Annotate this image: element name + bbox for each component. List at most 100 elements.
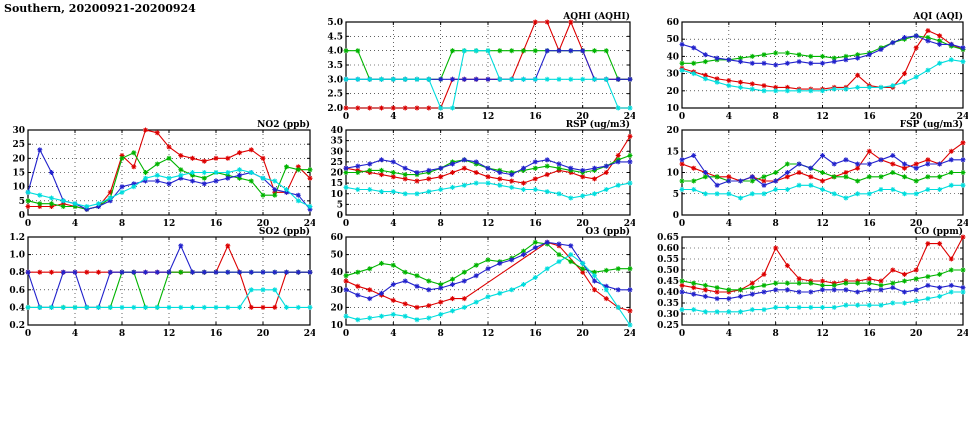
svg-text:0.30: 0.30 [657, 310, 679, 320]
svg-text:0: 0 [343, 219, 349, 229]
svg-text:12: 12 [482, 112, 495, 122]
chart-co: 0 4 8 12 16 20 24 0.25 0.30 0.35 0.40 0.45 0.50 0.55 0… [654, 225, 969, 340]
svg-text:0.55: 0.55 [657, 255, 679, 265]
svg-text:10: 10 [330, 321, 343, 331]
svg-text:24: 24 [957, 112, 968, 122]
svg-text:10: 10 [666, 169, 679, 179]
svg-text:12: 12 [816, 329, 829, 339]
svg-text:40: 40 [666, 52, 679, 62]
svg-text:0.60: 0.60 [657, 244, 679, 254]
svg-text:2.5: 2.5 [327, 90, 343, 100]
svg-text:SO2 (ppb): SO2 (ppb) [259, 226, 310, 237]
svg-text:8: 8 [438, 219, 444, 229]
svg-text:20: 20 [257, 329, 270, 339]
svg-text:O3 (ppb): O3 (ppb) [585, 226, 630, 237]
svg-text:5.0: 5.0 [327, 18, 343, 28]
chart-so2: 0 4 8 12 16 20 24 0.2 0.4 0.6 0.8 1.0 1.2 SO2 (ppb) [0, 225, 316, 340]
chart-no2: 0 4 8 12 16 20 24 0 5 10 15 20 25 30 NO2 (ppb) [0, 118, 316, 230]
svg-text:AQI (AQI): AQI (AQI) [912, 11, 963, 22]
svg-text:30: 30 [330, 286, 343, 296]
svg-text:24: 24 [304, 219, 315, 229]
svg-text:10: 10 [666, 104, 679, 114]
svg-text:0.45: 0.45 [657, 277, 679, 287]
svg-text:50: 50 [330, 251, 343, 261]
svg-text:30: 30 [330, 147, 343, 157]
svg-text:0: 0 [337, 211, 343, 221]
svg-text:0.25: 0.25 [657, 321, 679, 331]
svg-text:4: 4 [72, 329, 78, 339]
svg-text:0: 0 [25, 219, 31, 229]
svg-text:30: 30 [12, 126, 25, 136]
svg-text:12: 12 [482, 329, 495, 339]
svg-text:5: 5 [337, 200, 343, 210]
chart-canvas: 0 4 8 12 16 20 24 10 20 30 40 50 60 AQI (AQI) [666, 11, 969, 122]
svg-text:0: 0 [673, 211, 679, 221]
svg-text:0.8: 0.8 [9, 268, 25, 278]
svg-text:40: 40 [330, 268, 343, 278]
svg-text:4: 4 [726, 329, 732, 339]
svg-text:0.40: 0.40 [657, 288, 679, 298]
svg-text:0: 0 [679, 219, 685, 229]
chart-o3: 0 4 8 12 16 20 24 10 20 30 40 50 60 O3 (ppb) [318, 225, 636, 340]
svg-text:24: 24 [304, 329, 315, 339]
svg-text:AQHI (AQHI): AQHI (AQHI) [562, 11, 630, 22]
svg-text:16: 16 [863, 219, 876, 229]
svg-text:20: 20 [666, 87, 679, 97]
svg-text:4.0: 4.0 [327, 47, 343, 57]
svg-text:16: 16 [529, 329, 542, 339]
svg-text:0: 0 [679, 329, 685, 339]
svg-text:12: 12 [816, 112, 829, 122]
svg-text:2.0: 2.0 [327, 104, 343, 114]
chart-aqhi: 0 4 8 12 16 20 24 2.0 2.5 3.0 3.5 4.0 4.5 5.0 AQHI (AQ… [318, 10, 636, 123]
svg-text:20: 20 [330, 169, 343, 179]
svg-text:20: 20 [12, 154, 25, 164]
chart-canvas: 0 4 8 12 16 20 24 10 20 30 40 50 60 O3 (ppb) [330, 226, 636, 339]
chart-canvas: 0 4 8 12 16 20 24 2.0 2.5 3.0 3.5 4.0 4.5 5.0 AQHI (AQ… [327, 11, 636, 122]
svg-text:20: 20 [910, 329, 923, 339]
svg-text:24: 24 [624, 112, 635, 122]
svg-text:20: 20 [910, 112, 923, 122]
svg-text:0: 0 [25, 329, 31, 339]
svg-text:35: 35 [330, 137, 343, 147]
svg-text:8: 8 [438, 329, 444, 339]
svg-text:4: 4 [390, 112, 396, 122]
svg-text:20: 20 [666, 126, 679, 136]
svg-text:20: 20 [330, 303, 343, 313]
svg-text:0.4: 0.4 [9, 303, 25, 313]
svg-text:60: 60 [330, 233, 343, 243]
chart-canvas: 0 4 8 12 16 20 240.250.300.350.400.450.500.550… [657, 226, 969, 339]
svg-text:4: 4 [390, 219, 396, 229]
chart-canvas: 0 4 8 12 16 20 24 0 5 10 15 20 FSP (ug/m3) [666, 119, 969, 229]
chart-canvas: 0 4 8 12 16 20 24 0 5 10 15 20 25 30 NO2 (ppb) [12, 119, 316, 229]
svg-text:16: 16 [529, 219, 542, 229]
svg-text:0.2: 0.2 [9, 321, 25, 331]
svg-text:0.65: 0.65 [657, 233, 679, 243]
svg-text:15: 15 [12, 169, 25, 179]
svg-text:10: 10 [12, 183, 25, 193]
svg-text:0.6: 0.6 [9, 286, 25, 296]
svg-text:10: 10 [330, 190, 343, 200]
svg-text:16: 16 [210, 329, 223, 339]
svg-text:12: 12 [816, 219, 829, 229]
svg-text:8: 8 [773, 219, 779, 229]
svg-text:8: 8 [773, 329, 779, 339]
svg-text:20: 20 [576, 329, 589, 339]
svg-text:FSP (ug/m3): FSP (ug/m3) [900, 119, 963, 130]
svg-text:50: 50 [666, 35, 679, 45]
svg-text:0.35: 0.35 [657, 299, 679, 309]
svg-text:30: 30 [666, 70, 679, 80]
chart-aqi: 0 4 8 12 16 20 24 10 20 30 40 50 60 AQI (AQI) [654, 10, 969, 123]
svg-text:5: 5 [673, 190, 679, 200]
svg-text:16: 16 [863, 329, 876, 339]
svg-text:1.2: 1.2 [9, 233, 25, 243]
svg-text:4: 4 [390, 329, 396, 339]
svg-text:20: 20 [576, 112, 589, 122]
svg-text:5: 5 [19, 197, 25, 207]
svg-text:8: 8 [773, 112, 779, 122]
svg-text:16: 16 [863, 112, 876, 122]
chart-rsp: 0 4 8 12 16 20 24 0 5 10 15 20 25 30 35 40 RSP (ug/m3) [318, 118, 636, 230]
svg-text:20: 20 [257, 219, 270, 229]
svg-text:8: 8 [438, 112, 444, 122]
chart-fsp: 0 4 8 12 16 20 24 0 5 10 15 20 FSP (ug/m3) [654, 118, 969, 230]
